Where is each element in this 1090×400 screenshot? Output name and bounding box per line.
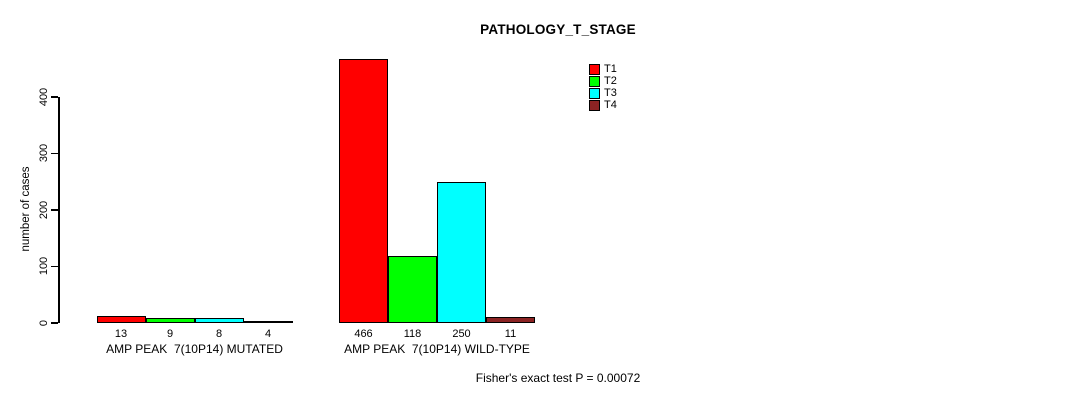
bar-t2-group1 [388,256,437,323]
legend-label: T3 [604,87,617,99]
legend-item: T2 [589,75,617,87]
legend-label: T1 [604,63,617,75]
group-label: AMP PEAK 7(10P14) WILD-TYPE [344,342,530,356]
y-tick-label: 0 [38,319,50,327]
y-tick [51,322,58,324]
y-tick-label: 300 [38,144,50,163]
bar-t4-group0 [243,321,293,323]
bar-value-label: 13 [114,328,128,340]
bar-value-label: 4 [264,328,272,340]
legend-item: T1 [589,63,617,75]
bar-t2-group0 [145,318,195,323]
bar-t1-group0 [96,316,146,323]
legend-swatch [589,63,600,75]
y-tick-label: 100 [38,257,50,276]
chart-title: PATHOLOGY_T_STAGE [480,22,636,37]
legend: T1 T2 T3 T4 [589,63,617,111]
bar-value-label: 8 [215,328,223,340]
y-tick [51,209,58,211]
legend-swatch [589,99,600,111]
legend-label: T2 [604,75,617,87]
legend-item: T3 [589,87,617,99]
group-label: AMP PEAK 7(10P14) MUTATED [106,342,283,356]
legend-label: T4 [604,99,617,111]
bar-t3-group1 [437,182,486,323]
legend-swatch [589,75,600,87]
legend-item: T4 [589,99,617,111]
y-tick-label: 200 [38,200,50,220]
y-axis-line [58,96,60,323]
bar-value-label: 118 [403,328,422,340]
bar-value-label: 9 [166,328,174,340]
fisher-test-footnote: Fisher's exact test P = 0.00072 [475,371,641,385]
y-tick [51,152,58,155]
bar-t1-group1 [339,59,388,323]
bar-value-label: 250 [452,328,471,340]
y-axis-label: number of cases [20,166,32,252]
bar-value-label: 11 [504,328,517,340]
bar-t3-group0 [194,318,244,323]
bar-t4-group1 [486,317,535,323]
y-tick [51,96,58,98]
bar-value-label: 466 [354,328,373,340]
y-tick [51,265,58,268]
legend-swatch [589,87,600,99]
y-tick-label: 400 [38,87,50,106]
